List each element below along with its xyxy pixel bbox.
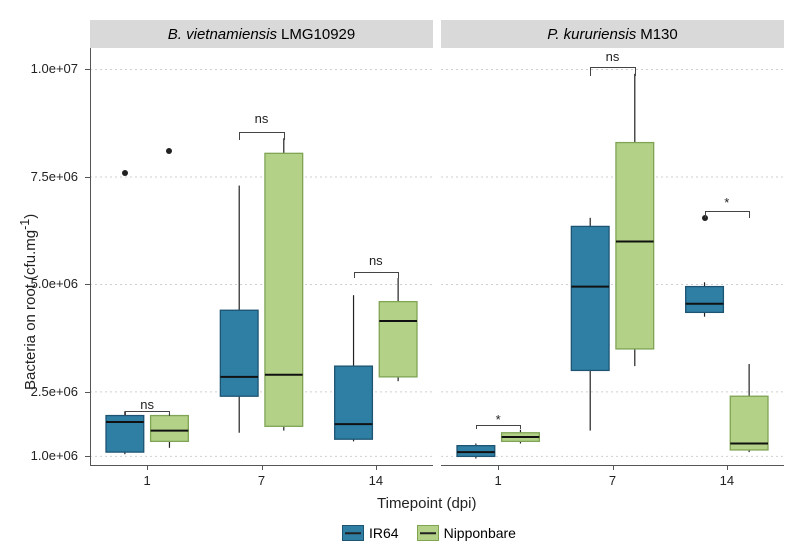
legend-key-icon [342,525,364,541]
box [457,446,495,457]
y-tick-label: 5.0e+06 [0,276,78,291]
sig-bracket-tick [284,132,285,141]
legend-label: Nipponbare [444,525,516,541]
sig-bracket-tick [354,272,355,278]
facet-strain: LMG10929 [281,27,355,42]
sig-bracket-tick [749,211,750,217]
sig-bracket-tick [125,411,126,415]
facet-strip: B. vietnamiensis LMG10929 [90,20,433,48]
sig-bracket-tick [239,132,240,141]
sig-bracket-tick [169,411,170,415]
y-axis-label-close: ) [22,214,39,219]
figure-root: B. vietnamiensis LMG10929 ns ns ns 1 7 14 P. kur… [0,0,800,555]
y-axis-label-text: Bacteria on root (cfu.mg [22,230,39,390]
facet-species: P. kururiensis [547,27,636,42]
y-tick-label: 2.5e+06 [0,384,78,399]
sig-label: ns [135,398,159,411]
sig-bracket-tick [398,272,399,278]
facet-species: B. vietnamiensis [168,27,277,42]
x-tick-label: 1 [132,473,162,488]
panel-svg [441,48,784,465]
x-axis-line [441,465,784,466]
legend: IR64 Nipponbare [342,525,516,541]
sig-bracket-tick [476,425,477,429]
facet-strain: M130 [640,27,678,42]
y-axis-label: Bacteria on root (cfu.mg-1) [18,214,39,390]
box [730,396,768,450]
y-tick-label: 7.5e+06 [0,169,78,184]
box [335,366,373,439]
box [571,226,609,370]
x-axis-label: Timepoint (dpi) [377,495,476,512]
sig-label: ns [601,50,625,63]
sig-bracket-tick [635,67,636,76]
outlier-point [122,170,128,176]
panel: * ns * [441,48,784,465]
facet-strip: P. kururiensis M130 [441,20,784,48]
outlier-point [166,148,172,154]
sig-bracket-tick [705,211,706,217]
x-tick-label: 7 [598,473,628,488]
panel: ns ns ns [90,48,433,465]
sig-bracket-tick [520,425,521,429]
sig-label: * [486,413,510,426]
legend-item: Nipponbare [417,525,516,541]
y-axis-line [90,48,91,465]
x-tick-label: 1 [483,473,513,488]
y-tick-label: 1.0e+06 [0,448,78,463]
sig-label: ns [250,112,274,125]
sig-label: ns [364,254,388,267]
sig-label: * [715,196,739,209]
legend-label: IR64 [369,525,399,541]
box [686,287,724,313]
x-tick-label: 14 [712,473,742,488]
legend-key-icon [417,525,439,541]
x-tick-label: 7 [247,473,277,488]
sig-bracket-tick [590,67,591,76]
box [616,143,654,349]
x-tick-label: 14 [361,473,391,488]
legend-item: IR64 [342,525,399,541]
box [220,310,258,396]
box [265,153,303,426]
x-axis-line [90,465,433,466]
box [151,416,189,442]
box [379,302,417,377]
y-tick-label: 1.0e+07 [0,61,78,76]
y-axis-label-sup: -1 [18,219,32,230]
